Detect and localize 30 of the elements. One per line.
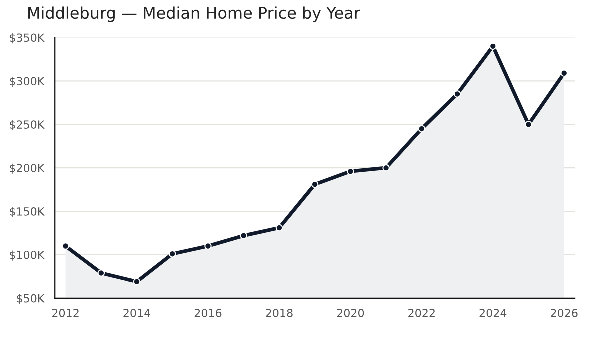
point [311,180,319,188]
point [133,278,141,286]
x-tick-label: 2024 [480,309,507,318]
x-tick-label: 2026 [551,309,578,318]
x-tick-label: 2012 [52,309,79,318]
point [276,224,284,232]
y-tick-label: $100K [10,250,45,261]
point [525,120,532,128]
point [347,168,354,176]
y-tick-label: $150K [10,207,45,218]
point [204,242,212,250]
y-tick-label: $350K [10,34,45,44]
point [382,164,390,172]
x-tick-label: 2022 [408,309,435,318]
x-tick-label: 2016 [194,309,222,318]
point [98,270,106,277]
y-tick-label: $300K [10,76,45,88]
chart-title: Middleburg — Median Home Price by Year [28,6,360,22]
point [418,125,426,133]
point [240,232,248,240]
point [62,242,70,250]
y-tick-label: $200K [10,164,45,174]
point [560,70,568,77]
point [454,90,462,98]
x-tick-label: 2014 [124,309,151,318]
point [489,42,497,50]
y-tick-label: $50K [17,294,45,304]
y-tick-label: $250K [10,120,45,130]
x-tick-label: 2020 [337,309,364,318]
x-tick-label: 2018 [266,309,293,318]
